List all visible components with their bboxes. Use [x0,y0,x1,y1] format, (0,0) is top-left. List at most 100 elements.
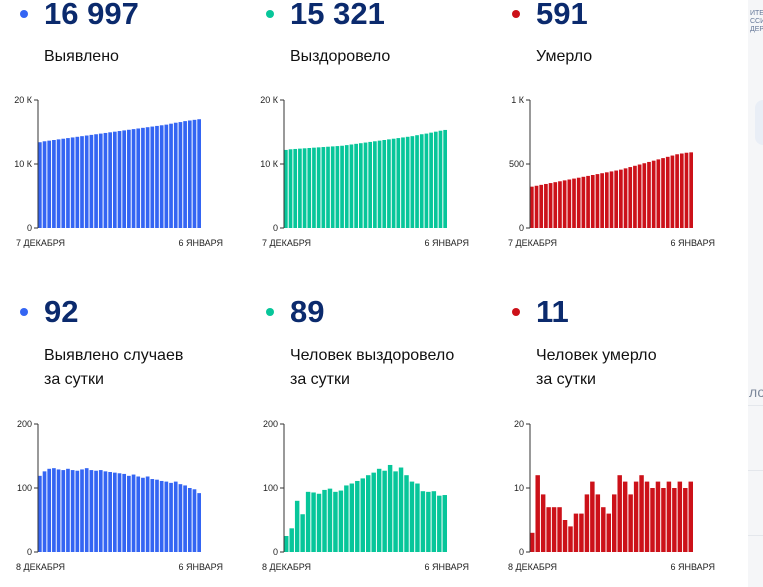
chart-bar [98,470,103,552]
chart-bar [666,481,672,552]
chart-bar [344,145,349,228]
detected-daily-dot-icon [20,308,28,316]
recovered-daily-label-line1: Человек выздоровело [290,347,455,364]
chart-bar [562,520,568,552]
chart-bar [98,133,103,228]
recovered-total-chart: 20 К 10 К 0 7 ДЕКАБРЯ 6 ЯНВАРЯ [260,95,469,248]
chart-bar [316,147,321,228]
right-side-panel: ИТЕ ССИ ДЕР ло [748,0,763,587]
chart-bar [70,137,75,228]
chart-bar [173,481,178,552]
chart-bar [617,475,622,552]
chart-y-tick-label: 0 [519,223,524,233]
chart-bar [117,473,122,552]
chart-y-tick-label: 100 [17,483,32,493]
chart-bar [145,476,150,552]
chart-bar [103,471,108,552]
chart-y-tick-label: 20 [514,419,524,429]
chart-bar [553,182,558,228]
chart-bar [601,507,606,552]
rail-button[interactable] [755,100,763,145]
chart-bar [426,491,431,552]
chart-bar [131,474,136,552]
chart-bar [300,514,305,552]
chart-bar [197,119,201,228]
chart-bar [670,155,675,228]
chart-bar [628,167,633,228]
chart-y-tick-label: 0 [273,547,278,557]
chart-bar [604,172,609,228]
chart-bar [683,488,688,552]
chart-bar [415,135,419,228]
chart-bar [419,134,424,228]
chart-bar [590,481,595,552]
chart-bar [327,488,333,552]
chart-bar [639,475,644,552]
died-total-chart: 1 К 500 0 7 ДЕКАБРЯ 6 ЯНВАРЯ [508,95,715,248]
detected-daily-label-line2: за сутки [44,371,104,388]
chart-bar [387,139,391,228]
chart-bar [150,479,155,552]
chart-y-tick-label: 0 [519,547,524,557]
chart-bar [405,136,410,228]
chart-bar [568,526,573,552]
chart-bar [349,144,354,228]
chart-bar [586,175,590,228]
chart-y-tick-label: 100 [263,483,278,493]
chart-bar [305,491,311,552]
detected-total-chart: 20 К 10 К 0 7 ДЕКАБРЯ 6 ЯНВАРЯ [14,95,223,248]
chart-bar [335,146,340,228]
chart-bar [576,177,581,228]
chart-x-end-label: 6 ЯНВАРЯ [178,562,223,572]
chart-bar [382,140,387,228]
chart-bar [155,125,159,228]
chart-bar [584,494,590,552]
chart-bar [623,168,628,228]
chart-y-tick-label: 10 К [260,159,279,169]
chart-bar [141,477,145,552]
chart-bar [75,136,80,228]
chart-bar [112,131,117,228]
chart-bar [288,149,293,228]
chart-y-tick-label: 0 [273,223,278,233]
chart-bar [289,528,294,552]
chart-bar [312,147,316,228]
chart-bar [622,481,628,552]
died-daily-label-line1: Человек умерло [536,347,657,364]
chart-x-start-label: 8 ДЕКАБРЯ [16,562,65,572]
chart-bar [302,148,307,228]
chart-y-tick-label: 200 [17,419,32,429]
chart-bar [187,488,192,552]
chart-bar [595,174,600,228]
chart-bar [284,536,289,552]
chart-bar [293,148,298,228]
chart-bar [344,485,349,552]
detected-daily-chart: 200 100 0 8 ДЕКАБРЯ 6 ЯНВАРЯ [16,419,223,572]
chart-bar [540,494,546,552]
rail-side-text: ло [749,384,763,400]
chart-bar [429,132,433,228]
chart-bar [410,136,415,228]
chart-bar [535,475,540,552]
chart-bar [42,141,47,228]
chart-bar [61,138,66,228]
chart-y-tick-label: 10 К [14,159,33,169]
chart-y-tick-label: 200 [263,419,278,429]
chart-bar [159,480,164,552]
chart-bar [579,513,584,552]
died-total-card: 591 Умерло 1 К 500 0 7 ДЕКАБРЯ 6 ЯНВАРЯ [492,0,722,260]
chart-bar [424,133,429,228]
recovered-total-value: 15 321 [290,0,385,31]
chart-bar [650,488,655,552]
died-daily-label-line2: за сутки [536,371,596,388]
recovered-daily-dot-icon [266,308,274,316]
chart-bar [150,126,155,228]
chart-bar [197,493,201,552]
chart-x-start-label: 8 ДЕКАБРЯ [262,562,311,572]
chart-bar [415,483,420,552]
chart-bar [661,158,665,228]
chart-bar [544,183,548,228]
chart-bar [368,141,373,228]
chart-bar [173,122,178,228]
chart-bar [164,124,169,228]
